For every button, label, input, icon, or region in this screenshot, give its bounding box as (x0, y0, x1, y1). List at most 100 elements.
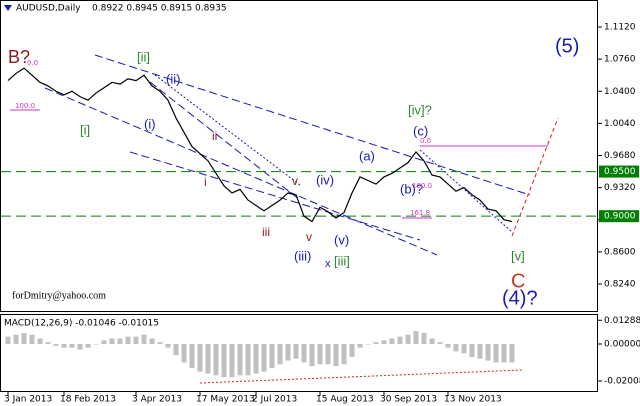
macd-bar (293, 344, 299, 359)
level-tag (599, 165, 639, 178)
main-panel (0, 0, 598, 312)
wave-label: (4)? (502, 287, 538, 309)
macd-bar (253, 344, 259, 374)
macd-bar (173, 344, 179, 356)
macd-bar (341, 344, 347, 365)
x-tick-label: 2 Jul 2013 (252, 395, 297, 405)
y-tick-label: 0.00000 (604, 340, 640, 350)
wave-label: iii (262, 225, 270, 239)
macd-bar (45, 342, 51, 345)
macd-bar (109, 338, 115, 345)
macd-bar (501, 344, 507, 363)
macd-bar (509, 344, 515, 363)
wave-label: (c) (413, 123, 428, 138)
channel-lines (44, 54, 531, 256)
macd-bar (469, 344, 475, 357)
x-tick-label: 18 Feb 2013 (60, 395, 116, 405)
macd-bar (21, 332, 27, 345)
macd-bar (77, 344, 83, 350)
macd-bar (61, 344, 67, 348)
price-line (7, 67, 513, 223)
y-tick-label: 0.01288 (604, 316, 640, 326)
macd-bar (213, 344, 219, 376)
annotations: B? [ii] (ii) [i] (i) ii i v (iv) iii v (… (8, 35, 579, 309)
macd-bar (381, 340, 387, 345)
y-tick-label: 1.1120 (604, 23, 636, 33)
y-tick-label: 0.8240 (604, 279, 636, 289)
y-tick-label: 1.0400 (604, 87, 636, 97)
level-tag (599, 210, 639, 223)
macd-bar (205, 344, 211, 374)
macd-bar (221, 344, 227, 378)
macd-bar (229, 344, 235, 378)
wave-label: C (511, 270, 525, 292)
y-tick-label: 0.8600 (604, 247, 636, 257)
x-tick-label: 3 Jan 2013 (4, 395, 52, 405)
macd-bar (453, 344, 459, 352)
macd-bar (349, 344, 355, 357)
macd-bar (261, 344, 267, 372)
macd-title: MACD(12,26,9) -0.01046 -0.01015 (4, 319, 159, 329)
macd-bar (485, 344, 491, 361)
macd-bar (317, 344, 323, 365)
wave-label: [v] (511, 248, 525, 263)
y-tick-label: 1.0040 (604, 119, 636, 129)
macd-bar (149, 338, 155, 345)
fibo-label: 0.0 (27, 59, 38, 67)
macd-bar (141, 334, 147, 345)
fibo-labels: 0.0 100.0 161.8 100.0 0.0 (15, 59, 432, 217)
macd-bar (437, 342, 443, 345)
watermark: forDmitry@yahoo.com (12, 290, 106, 301)
wave-label: ii (212, 129, 217, 143)
wave-label: v (292, 174, 298, 188)
macd-bar (85, 344, 91, 348)
macd-signal-trend (199, 369, 523, 384)
macd-bar (5, 336, 11, 345)
wave-label: v (306, 230, 312, 244)
wave-label: (b)? (400, 181, 423, 196)
macd-bar (245, 344, 251, 376)
fibo-label: 161.8 (410, 209, 430, 217)
macd-bar (405, 334, 411, 345)
wave-label: [iii] (334, 253, 350, 268)
macd-bar (397, 336, 403, 345)
macd-bar (37, 338, 43, 345)
macd-bar (125, 336, 131, 345)
macd-bar (309, 344, 315, 367)
macd-bar (277, 344, 283, 365)
level-label: 0.9000 (604, 212, 636, 222)
wave-label: x (325, 258, 331, 270)
macd-bar (29, 334, 35, 345)
macd-bar (157, 342, 163, 345)
x-tick-label: 3 Apr 2013 (132, 395, 182, 405)
x-tick-label: 13 Nov 2013 (444, 395, 502, 405)
macd-bar (165, 344, 171, 348)
wave-label: (v) (334, 232, 349, 247)
macd-bar (237, 344, 243, 376)
macd-bar (357, 344, 363, 348)
macd-bar (101, 340, 107, 345)
wave-label: (i) (144, 116, 156, 131)
macd-bar (13, 334, 19, 345)
wave-label: i (204, 175, 207, 189)
wave-label: B? (8, 47, 30, 67)
wave-label: [iv]? (408, 102, 432, 117)
macd-bar (373, 342, 379, 345)
macd-bar (133, 336, 139, 345)
y-tick-label: 0.9320 (604, 183, 636, 193)
x-tick-label: 15 Aug 2013 (316, 395, 374, 405)
macd-bar (301, 344, 307, 363)
wave-lines (154, 74, 513, 233)
wave-label: (ii) (166, 71, 180, 86)
ohlc: 0.8922 0.8945 0.8915 0.8935 (92, 4, 227, 14)
macd-bar (445, 344, 451, 348)
macd-bar (181, 344, 187, 363)
macd-bar (53, 344, 59, 346)
fibo-label: 100.0 (15, 102, 35, 110)
header-icon (4, 5, 12, 11)
macd-bar (325, 344, 331, 365)
macd-bar (365, 344, 371, 345)
macd-bar (69, 344, 75, 348)
symbol: AUDUSD,Daily (16, 4, 81, 14)
